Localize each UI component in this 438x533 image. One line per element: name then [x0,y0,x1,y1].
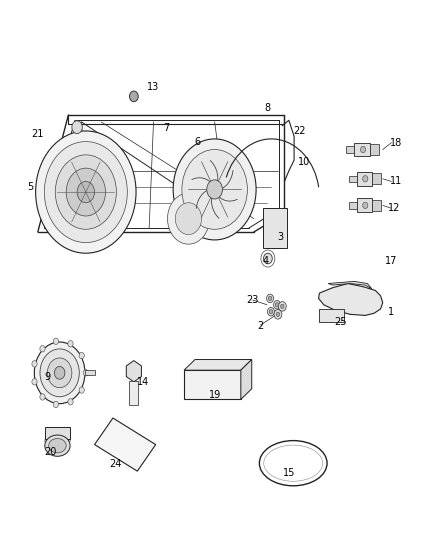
Bar [45,427,70,439]
Bar [349,175,357,182]
Circle shape [279,302,286,311]
Polygon shape [184,360,252,370]
FancyBboxPatch shape [263,208,287,248]
Text: 19: 19 [208,390,221,400]
Circle shape [40,349,79,397]
Circle shape [281,304,284,309]
Circle shape [182,150,247,229]
Text: 8: 8 [264,103,270,113]
Ellipse shape [49,439,66,453]
Bar [184,370,241,399]
Ellipse shape [264,445,323,481]
Circle shape [55,155,117,229]
Text: 21: 21 [32,128,44,139]
Polygon shape [241,360,252,399]
Bar [130,381,138,405]
Circle shape [68,399,73,405]
Text: 14: 14 [137,377,149,387]
Circle shape [32,361,37,367]
Circle shape [264,253,272,264]
Circle shape [34,342,85,403]
Circle shape [83,369,88,376]
Circle shape [130,91,138,102]
Text: 11: 11 [390,176,402,187]
Circle shape [268,296,272,301]
Text: 9: 9 [45,372,51,382]
Circle shape [66,168,106,216]
Circle shape [40,394,45,400]
Circle shape [207,180,223,199]
Circle shape [363,175,368,182]
Circle shape [173,139,256,240]
Text: 7: 7 [163,123,170,133]
Circle shape [54,367,65,379]
Ellipse shape [45,435,70,456]
Bar [372,200,381,211]
Circle shape [32,378,37,385]
Text: 20: 20 [45,447,57,456]
Text: 25: 25 [334,317,346,327]
Circle shape [268,308,275,316]
Circle shape [269,310,273,314]
Circle shape [35,131,136,253]
Circle shape [44,142,127,243]
FancyBboxPatch shape [354,143,370,157]
Text: 22: 22 [293,126,306,136]
Bar [85,370,95,375]
Text: 13: 13 [147,82,159,92]
Text: 6: 6 [194,136,200,147]
FancyBboxPatch shape [357,172,372,185]
FancyBboxPatch shape [318,309,344,322]
Circle shape [47,358,72,387]
Text: 18: 18 [390,138,402,148]
Bar [370,144,379,155]
Circle shape [360,147,366,153]
Text: 1: 1 [389,306,395,317]
Circle shape [276,312,280,317]
Bar [372,173,381,184]
Text: 3: 3 [277,232,283,243]
Circle shape [79,387,84,393]
FancyBboxPatch shape [357,198,372,212]
Bar [349,202,357,208]
Circle shape [363,202,368,208]
Circle shape [175,203,201,235]
Text: 15: 15 [283,468,295,478]
Text: 5: 5 [27,182,34,192]
Circle shape [167,193,209,244]
Text: 4: 4 [263,256,269,266]
Polygon shape [328,281,372,289]
Circle shape [53,401,59,408]
Text: 10: 10 [298,157,310,167]
Circle shape [68,341,73,347]
Circle shape [53,338,59,344]
Circle shape [72,121,82,134]
Circle shape [274,310,282,319]
Circle shape [79,352,84,359]
Text: 23: 23 [247,295,259,305]
Polygon shape [95,418,155,471]
Text: 2: 2 [258,321,264,331]
Text: 24: 24 [109,459,121,469]
Polygon shape [126,361,141,382]
Circle shape [274,301,281,309]
Polygon shape [318,284,383,316]
Text: 12: 12 [388,203,400,213]
Text: 17: 17 [385,256,398,266]
Circle shape [40,345,45,352]
Circle shape [77,181,95,203]
Bar [346,147,354,153]
Circle shape [276,303,279,307]
Circle shape [267,294,274,303]
